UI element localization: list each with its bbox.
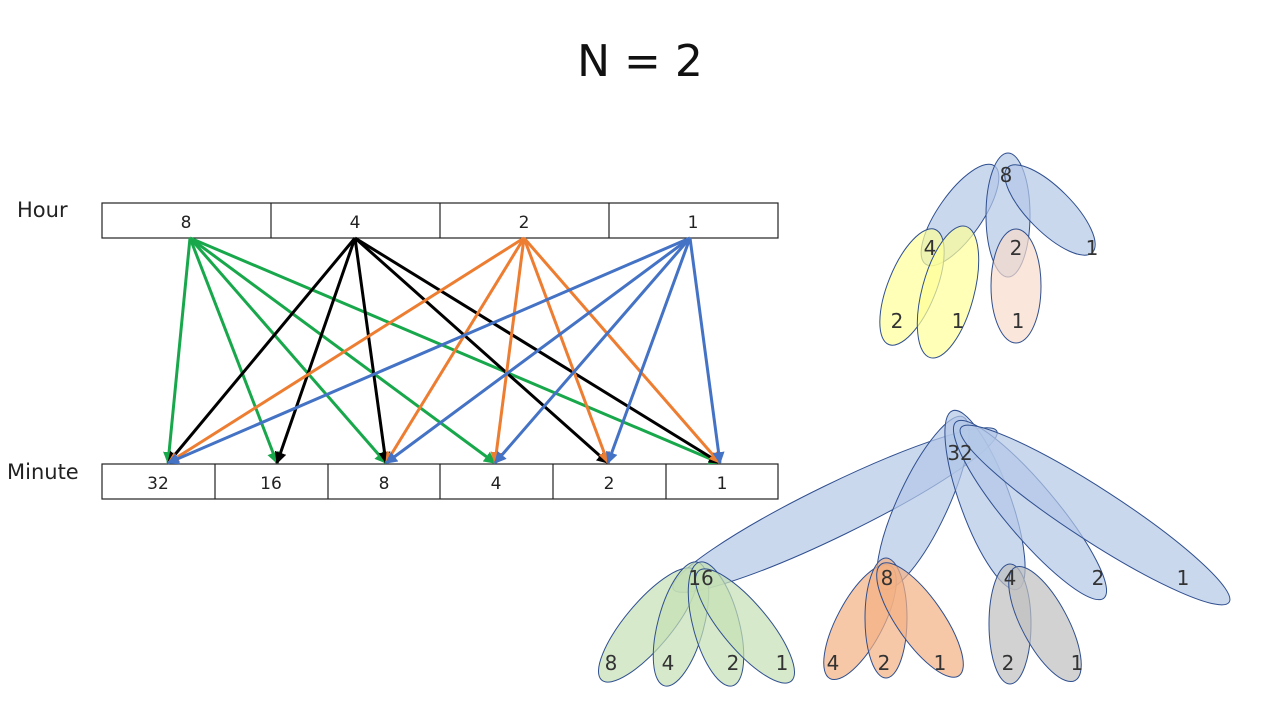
hour-cell-2: 2 [519, 213, 530, 233]
minute-tree-node-4-2: 2 [1002, 651, 1015, 675]
hour-cell-8: 8 [181, 213, 192, 233]
hour-tree-2-to-1-ellipse [990, 228, 1042, 344]
arrow-hour-1-to-minute-4 [493, 237, 692, 464]
minute-tree-node-8-1: 1 [934, 651, 947, 675]
minute-tree-node-32: 32 [947, 441, 972, 465]
hour-tree-node-1: 1 [1086, 236, 1099, 260]
hour-tree-8-to-1-ellipse [1004, 164, 1096, 256]
arrow-hour-2-to-minute-8 [384, 237, 526, 465]
arrow-hour-1-to-minute-8 [385, 236, 691, 465]
arrow-hour-8-to-minute-32 [163, 237, 192, 465]
page-title: N = 2 [577, 36, 703, 87]
hour-tree-labels: 8 4 2 1 2 1 1 [891, 163, 1099, 333]
arrow-hour-1-to-minute-32 [166, 236, 691, 465]
minute-tree-labels: 32 16 8 4 2 1 8 4 2 1 4 2 1 2 1 [605, 441, 1190, 675]
arrow-hour-2-to-minute-1 [522, 237, 722, 464]
hour-tree-node-4-1: 1 [952, 309, 965, 333]
minute-tree-node-8: 8 [881, 566, 894, 590]
arrow-hour-8-to-minute-16 [188, 237, 279, 465]
hour-tree-node-2: 2 [1010, 236, 1023, 260]
hour-row: 8 4 2 1 [101, 202, 779, 239]
connection-arrows [163, 236, 725, 465]
arrow-hour-8-to-minute-8 [188, 237, 388, 464]
minute-row: 32 16 8 4 2 1 [101, 463, 779, 500]
minute-tree [597, 409, 1231, 687]
arrow-hour-4-to-minute-32 [166, 237, 357, 464]
hour-tree-node-4-2: 2 [891, 309, 904, 333]
minute-cell-1: 1 [717, 474, 728, 494]
minute-tree-4-to-1-ellipse [1008, 565, 1082, 683]
minute-tree-node-1: 1 [1177, 566, 1190, 590]
hour-tree [879, 152, 1096, 359]
arrow-hour-4-to-minute-2 [354, 236, 609, 465]
arrow-hour-8-to-minute-4 [189, 236, 496, 465]
minute-cell-16: 16 [260, 474, 282, 494]
minute-cell-32: 32 [147, 474, 169, 494]
arrow-hour-2-to-minute-32 [166, 236, 525, 465]
minute-tree-node-16-8: 8 [605, 651, 618, 675]
hour-row-label: Hour [17, 198, 68, 222]
arrow-hour-2-to-minute-2 [522, 237, 610, 465]
minute-tree-node-16-4: 4 [662, 651, 675, 675]
minute-tree-node-8-4: 4 [827, 651, 840, 675]
minute-tree-16-to-1-ellipse [694, 568, 796, 684]
minute-tree-node-4: 4 [1004, 566, 1017, 590]
arrow-hour-4-to-minute-16 [274, 237, 357, 465]
minute-tree-node-16-1: 1 [776, 651, 789, 675]
hour-cell-4: 4 [350, 213, 361, 233]
hour-tree-node-2-1: 1 [1012, 309, 1025, 333]
minute-tree-8-to-1-ellipse [876, 562, 964, 678]
minute-cell-8: 8 [379, 474, 390, 494]
minute-tree-node-16: 16 [688, 566, 713, 590]
arrow-hour-1-to-minute-2 [606, 237, 692, 465]
minute-tree-node-16-2: 2 [727, 651, 740, 675]
arrow-hour-4-to-minute-8 [353, 237, 391, 465]
hour-tree-node-4: 4 [924, 236, 937, 260]
hour-cell-1: 1 [688, 213, 699, 233]
arrow-hour-1-to-minute-1 [688, 237, 725, 465]
minute-tree-node-8-2: 2 [878, 651, 891, 675]
arrow-hour-2-to-minute-4 [490, 237, 526, 465]
minute-tree-node-2: 2 [1092, 566, 1105, 590]
hour-tree-4-to-1-ellipse [916, 225, 980, 359]
minute-cell-2: 2 [604, 474, 615, 494]
minute-row-label: Minute [7, 460, 79, 484]
minute-cell-4: 4 [491, 474, 502, 494]
minute-tree-32-to-1-ellipse [959, 424, 1231, 606]
hour-tree-node-8: 8 [1000, 163, 1013, 187]
minute-tree-node-4-1: 1 [1071, 651, 1084, 675]
